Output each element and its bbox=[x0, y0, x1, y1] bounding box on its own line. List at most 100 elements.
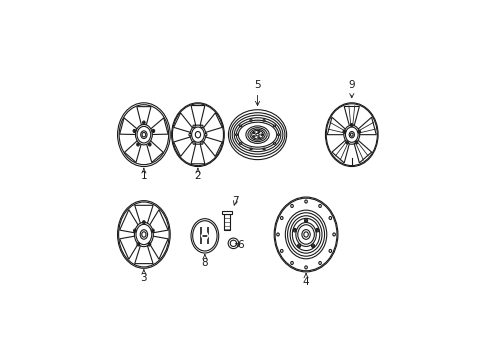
Ellipse shape bbox=[119, 105, 168, 165]
Text: 5: 5 bbox=[254, 80, 260, 105]
Ellipse shape bbox=[152, 129, 154, 132]
Ellipse shape bbox=[137, 243, 139, 246]
Ellipse shape bbox=[305, 220, 306, 221]
Ellipse shape bbox=[315, 228, 318, 232]
Ellipse shape bbox=[274, 197, 337, 272]
Polygon shape bbox=[134, 243, 153, 264]
Polygon shape bbox=[331, 139, 349, 163]
Polygon shape bbox=[191, 141, 204, 164]
Ellipse shape bbox=[328, 249, 331, 252]
Text: 1: 1 bbox=[140, 168, 147, 181]
Ellipse shape bbox=[355, 141, 356, 143]
Ellipse shape bbox=[201, 125, 203, 128]
Text: 7: 7 bbox=[232, 196, 238, 206]
Ellipse shape bbox=[191, 219, 218, 253]
Polygon shape bbox=[134, 205, 153, 226]
Ellipse shape bbox=[192, 141, 195, 144]
Ellipse shape bbox=[152, 230, 153, 231]
Ellipse shape bbox=[297, 244, 300, 247]
Ellipse shape bbox=[133, 229, 136, 232]
Ellipse shape bbox=[318, 204, 321, 207]
Ellipse shape bbox=[249, 120, 252, 121]
Ellipse shape bbox=[251, 130, 263, 139]
Ellipse shape bbox=[354, 141, 357, 144]
Ellipse shape bbox=[141, 131, 147, 139]
Polygon shape bbox=[191, 105, 204, 129]
Ellipse shape bbox=[133, 130, 135, 132]
Ellipse shape bbox=[316, 229, 317, 231]
Ellipse shape bbox=[137, 126, 150, 143]
Polygon shape bbox=[124, 139, 142, 162]
Ellipse shape bbox=[346, 141, 347, 143]
Ellipse shape bbox=[261, 134, 263, 135]
Ellipse shape bbox=[255, 134, 259, 136]
Ellipse shape bbox=[195, 131, 200, 138]
Ellipse shape bbox=[290, 204, 293, 207]
Ellipse shape bbox=[277, 134, 279, 135]
Ellipse shape bbox=[142, 121, 145, 124]
Ellipse shape bbox=[301, 230, 309, 239]
Ellipse shape bbox=[343, 131, 344, 132]
Text: 4: 4 bbox=[302, 274, 309, 287]
Ellipse shape bbox=[119, 202, 169, 267]
Polygon shape bbox=[148, 118, 168, 135]
Ellipse shape bbox=[239, 143, 241, 144]
Ellipse shape bbox=[142, 132, 145, 137]
Polygon shape bbox=[344, 107, 359, 128]
Ellipse shape bbox=[298, 245, 299, 247]
Ellipse shape bbox=[252, 136, 255, 137]
Text: 8: 8 bbox=[201, 255, 208, 268]
Ellipse shape bbox=[273, 143, 275, 144]
Polygon shape bbox=[120, 236, 140, 259]
Polygon shape bbox=[120, 210, 140, 233]
Ellipse shape bbox=[257, 137, 260, 138]
Ellipse shape bbox=[172, 104, 223, 166]
Ellipse shape bbox=[135, 125, 152, 145]
Ellipse shape bbox=[230, 113, 285, 157]
Ellipse shape bbox=[234, 118, 280, 152]
Ellipse shape bbox=[295, 222, 316, 247]
Ellipse shape bbox=[290, 261, 293, 265]
Ellipse shape bbox=[204, 133, 206, 136]
Ellipse shape bbox=[289, 216, 321, 253]
Ellipse shape bbox=[257, 131, 260, 132]
Ellipse shape bbox=[133, 129, 135, 132]
Ellipse shape bbox=[328, 216, 331, 220]
Ellipse shape bbox=[350, 133, 352, 136]
Ellipse shape bbox=[152, 130, 154, 132]
Ellipse shape bbox=[171, 103, 224, 167]
Ellipse shape bbox=[142, 221, 145, 224]
Ellipse shape bbox=[230, 240, 236, 247]
Ellipse shape bbox=[136, 224, 151, 244]
Ellipse shape bbox=[149, 144, 150, 145]
Ellipse shape bbox=[345, 141, 347, 144]
Ellipse shape bbox=[192, 125, 195, 128]
Ellipse shape bbox=[303, 232, 307, 237]
Ellipse shape bbox=[238, 122, 276, 147]
Ellipse shape bbox=[318, 261, 321, 265]
Ellipse shape bbox=[140, 230, 147, 239]
Ellipse shape bbox=[148, 243, 150, 246]
Ellipse shape bbox=[249, 148, 252, 150]
Ellipse shape bbox=[143, 122, 144, 123]
Ellipse shape bbox=[247, 128, 266, 142]
Ellipse shape bbox=[232, 115, 282, 154]
Ellipse shape bbox=[252, 132, 255, 134]
Ellipse shape bbox=[276, 233, 279, 236]
Polygon shape bbox=[353, 139, 371, 163]
Ellipse shape bbox=[117, 103, 170, 167]
Ellipse shape bbox=[325, 103, 377, 167]
Polygon shape bbox=[120, 118, 139, 135]
Ellipse shape bbox=[292, 219, 319, 251]
Polygon shape bbox=[137, 107, 151, 128]
Polygon shape bbox=[173, 136, 194, 157]
Ellipse shape bbox=[304, 200, 306, 203]
Ellipse shape bbox=[137, 144, 139, 145]
Ellipse shape bbox=[134, 222, 153, 247]
Ellipse shape bbox=[342, 130, 345, 133]
Ellipse shape bbox=[117, 201, 170, 268]
Ellipse shape bbox=[358, 131, 359, 132]
Polygon shape bbox=[148, 236, 168, 259]
Ellipse shape bbox=[350, 124, 352, 126]
Polygon shape bbox=[148, 210, 168, 233]
